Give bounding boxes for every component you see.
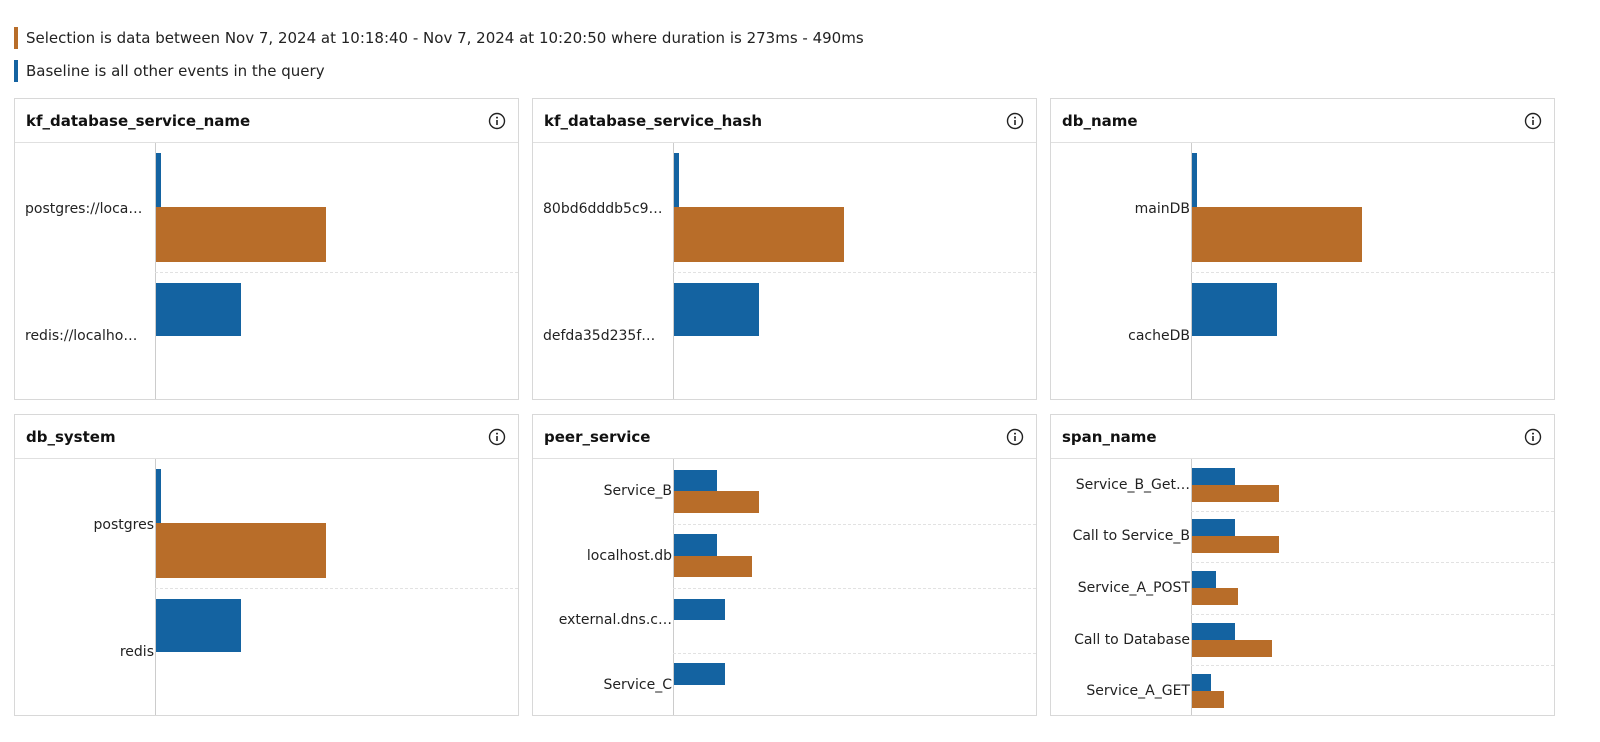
selection-bar[interactable]: [156, 207, 326, 262]
row-divider: [673, 588, 1036, 589]
row-divider: [1191, 562, 1554, 564]
info-icon[interactable]: [1006, 112, 1024, 130]
category-label: postgres: [93, 517, 154, 533]
panel-chart-area: 80bd6dddb5c9… defda35d235f…: [533, 143, 1036, 399]
panel-title: span_name: [1062, 428, 1157, 446]
row-divider: [155, 272, 518, 273]
panel-title: kf_database_service_name: [26, 112, 251, 130]
y-axis-line: [1191, 143, 1192, 399]
panel-chart-area: mainDB cacheDB: [1051, 143, 1554, 399]
panel-chart-area: Service_B_Get… Call to Service_B Service_A…: [1051, 459, 1554, 715]
selection-legend-text: Selection is data between Nov 7, 2024 at…: [26, 29, 864, 47]
category-label: redis: [119, 644, 154, 660]
baseline-bar[interactable]: [674, 153, 680, 208]
y-axis-line: [155, 459, 156, 715]
baseline-bar[interactable]: [156, 153, 162, 208]
category-label: redis://localho…: [25, 328, 138, 344]
panel-title: kf_database_service_hash: [544, 112, 763, 130]
row-divider: [673, 652, 1036, 654]
baseline-bar[interactable]: [674, 598, 725, 621]
baseline-bar[interactable]: [674, 663, 725, 685]
category-label: Service_B: [603, 483, 672, 500]
category-label: Service_A_GET: [1086, 683, 1190, 700]
info-icon[interactable]: [1524, 428, 1542, 446]
y-axis-line: [673, 459, 674, 715]
y-axis-line: [1191, 459, 1192, 715]
info-icon[interactable]: [488, 112, 506, 130]
baseline-bar[interactable]: [1192, 622, 1235, 640]
baseline-bar[interactable]: [674, 469, 717, 492]
category-label: Service_A_POST: [1077, 580, 1190, 596]
selection-bar[interactable]: [1192, 536, 1279, 554]
category-label: cacheDB: [1128, 328, 1190, 344]
selection-legend: Selection is data between Nov 7, 2024 at…: [14, 27, 864, 49]
baseline-legend: Baseline is all other events in the quer…: [14, 60, 325, 82]
baseline-bar[interactable]: [1192, 283, 1277, 336]
chart-panel-db-system: db_system postgres redis: [14, 414, 519, 716]
baseline-bar[interactable]: [1192, 674, 1211, 692]
selection-bar[interactable]: [1192, 588, 1238, 606]
chart-panel-span-name: span_name Service_B_Get… Call to Service_B…: [1050, 414, 1555, 716]
chart-panel-kf-database-service-name: kf_database_service_name postgres://loca……: [14, 98, 519, 400]
row-divider: [1191, 613, 1554, 615]
baseline-bar[interactable]: [1192, 519, 1235, 537]
row-divider: [1191, 272, 1554, 273]
info-icon[interactable]: [488, 428, 506, 446]
panel-header: db_system: [15, 415, 518, 459]
chart-panel-kf-database-service-hash: kf_database_service_hash 80bd6dddb5c9… def…: [532, 98, 1037, 400]
category-label: external.dns.c…: [558, 612, 672, 629]
selection-swatch: [14, 27, 18, 49]
selection-bar[interactable]: [156, 523, 326, 578]
category-label: localhost.db: [586, 547, 672, 564]
category-label: Call to Database: [1074, 631, 1190, 648]
row-divider: [1191, 665, 1554, 667]
category-label: Service_B_Get…: [1075, 476, 1190, 493]
category-label: Service_C: [603, 676, 672, 693]
panel-header: db_name: [1051, 99, 1554, 143]
row-divider: [673, 523, 1036, 525]
selection-bar[interactable]: [674, 555, 753, 578]
panel-chart-area: postgres://loca… redis://localho…: [15, 143, 518, 399]
panel-title: db_name: [1062, 112, 1138, 130]
baseline-legend-text: Baseline is all other events in the quer…: [26, 62, 325, 80]
baseline-bar[interactable]: [1192, 467, 1235, 485]
panel-header: kf_database_service_hash: [533, 99, 1036, 143]
category-label: defda35d235f…: [543, 328, 656, 344]
row-divider: [155, 588, 518, 589]
baseline-bar[interactable]: [156, 283, 241, 336]
category-label: mainDB: [1134, 201, 1190, 217]
category-label: Call to Service_B: [1072, 528, 1190, 545]
panel-header: peer_service: [533, 415, 1036, 459]
panel-header: kf_database_service_name: [15, 99, 518, 143]
info-icon[interactable]: [1006, 428, 1024, 446]
baseline-bar[interactable]: [674, 283, 759, 336]
selection-bar[interactable]: [674, 207, 844, 262]
panel-header: span_name: [1051, 415, 1554, 459]
selection-bar[interactable]: [1192, 484, 1279, 502]
baseline-bar[interactable]: [156, 599, 241, 652]
selection-bar[interactable]: [674, 491, 759, 513]
chart-panel-peer-service: peer_service Service_B localhost.db externa…: [532, 414, 1037, 716]
panel-chart-area: postgres redis: [15, 459, 518, 715]
baseline-bar[interactable]: [156, 469, 162, 524]
baseline-swatch: [14, 60, 18, 82]
panel-chart-area: Service_B localhost.db external.dns.c… Serv…: [533, 459, 1036, 715]
category-label: 80bd6dddb5c9…: [543, 201, 662, 217]
selection-bar[interactable]: [1192, 691, 1225, 709]
y-axis-line: [673, 143, 674, 399]
chart-panel-db-name: db_name mainDB cacheDB: [1050, 98, 1555, 400]
selection-bar[interactable]: [1192, 207, 1362, 262]
baseline-bar[interactable]: [1192, 153, 1198, 208]
category-label: postgres://loca…: [25, 201, 143, 217]
row-divider: [673, 272, 1036, 273]
y-axis-line: [155, 143, 156, 399]
selection-bar[interactable]: [1192, 639, 1272, 657]
info-icon[interactable]: [1524, 112, 1542, 130]
baseline-bar[interactable]: [1192, 570, 1216, 588]
panel-title: peer_service: [544, 428, 651, 446]
panel-title: db_system: [26, 428, 116, 446]
baseline-bar[interactable]: [674, 534, 717, 556]
row-divider: [1191, 510, 1554, 512]
